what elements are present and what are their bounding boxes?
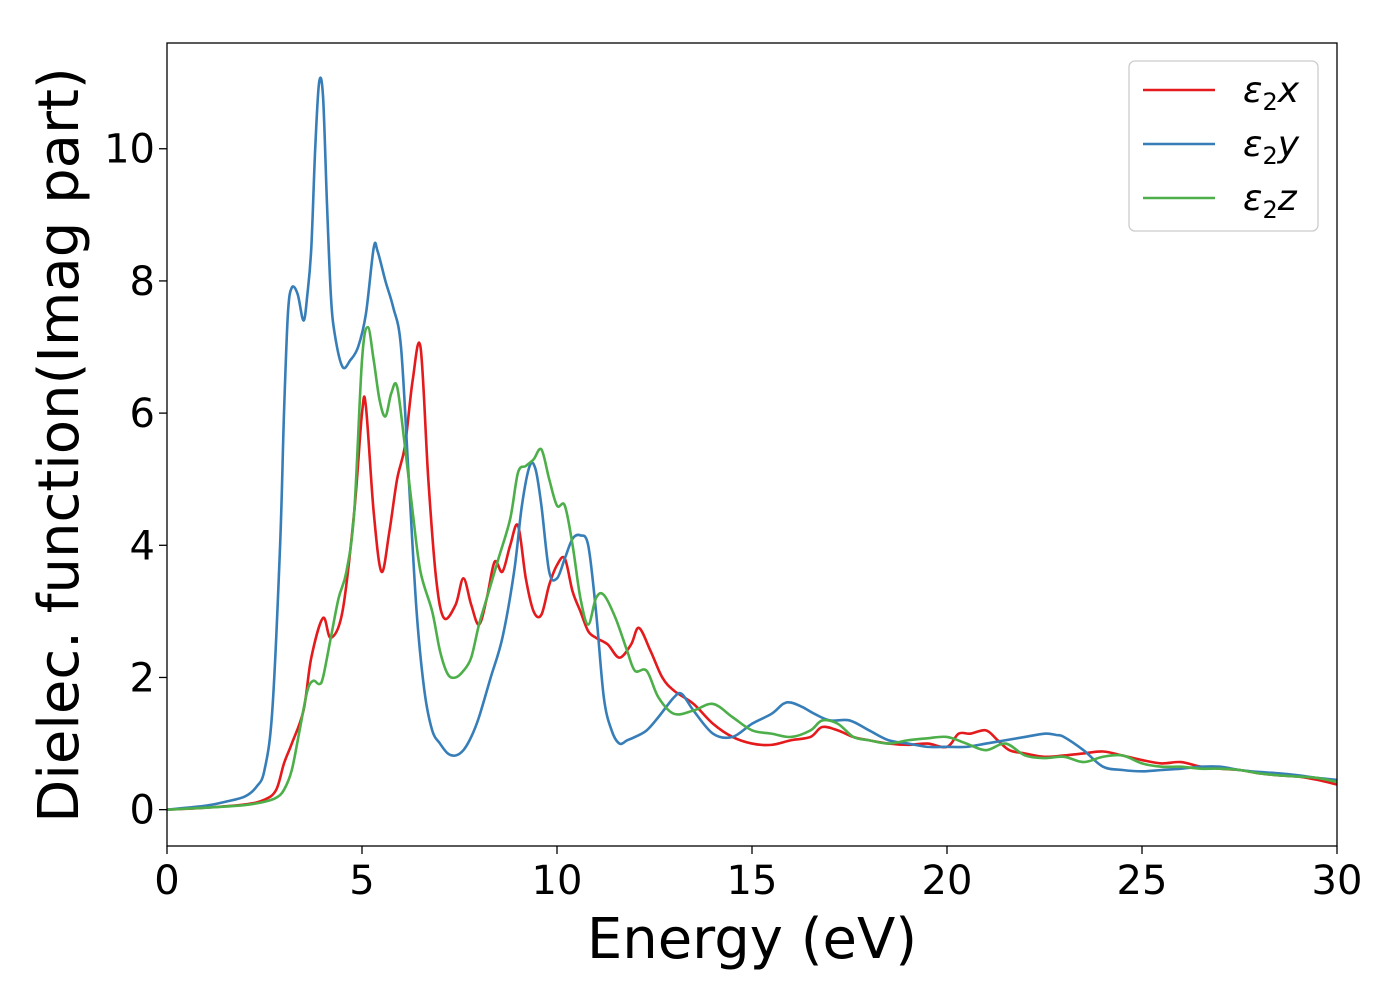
series-line-z: [167, 325, 1337, 811]
y-tick-label: 0: [130, 788, 155, 834]
x-tick-label: 5: [349, 858, 374, 904]
y-tick-label: 2: [130, 655, 155, 701]
series-line-y: [167, 76, 1337, 811]
legend-label-y: ε2y: [1243, 124, 1300, 170]
x-tick-label: 25: [1117, 858, 1168, 904]
x-tick-label: 15: [727, 858, 778, 904]
legend-box: [1128, 60, 1319, 232]
x-tick-label: 30: [1312, 858, 1363, 904]
legend: ε2x ε2y ε2z: [1128, 60, 1319, 232]
legend-label-z: ε2z: [1243, 178, 1298, 224]
y-tick-label: 8: [130, 259, 155, 305]
series-layer: [167, 76, 1337, 811]
x-tick-label: 20: [922, 858, 973, 904]
y-axis-title: Dielec. function(Imag part): [27, 67, 92, 823]
y-axis-ticks: 0 2 4 6 8 10: [104, 127, 167, 834]
x-axis-title: Energy (eV): [587, 907, 917, 972]
x-tick-label: 10: [532, 858, 583, 904]
x-axis-ticks: 0 5 10 15 20 25 30: [154, 846, 1362, 904]
y-tick-label: 6: [130, 391, 155, 437]
y-tick-label: 4: [130, 523, 155, 569]
y-tick-label: 10: [104, 127, 155, 173]
x-tick-label: 0: [154, 858, 179, 904]
legend-label-x: ε2x: [1243, 70, 1300, 116]
